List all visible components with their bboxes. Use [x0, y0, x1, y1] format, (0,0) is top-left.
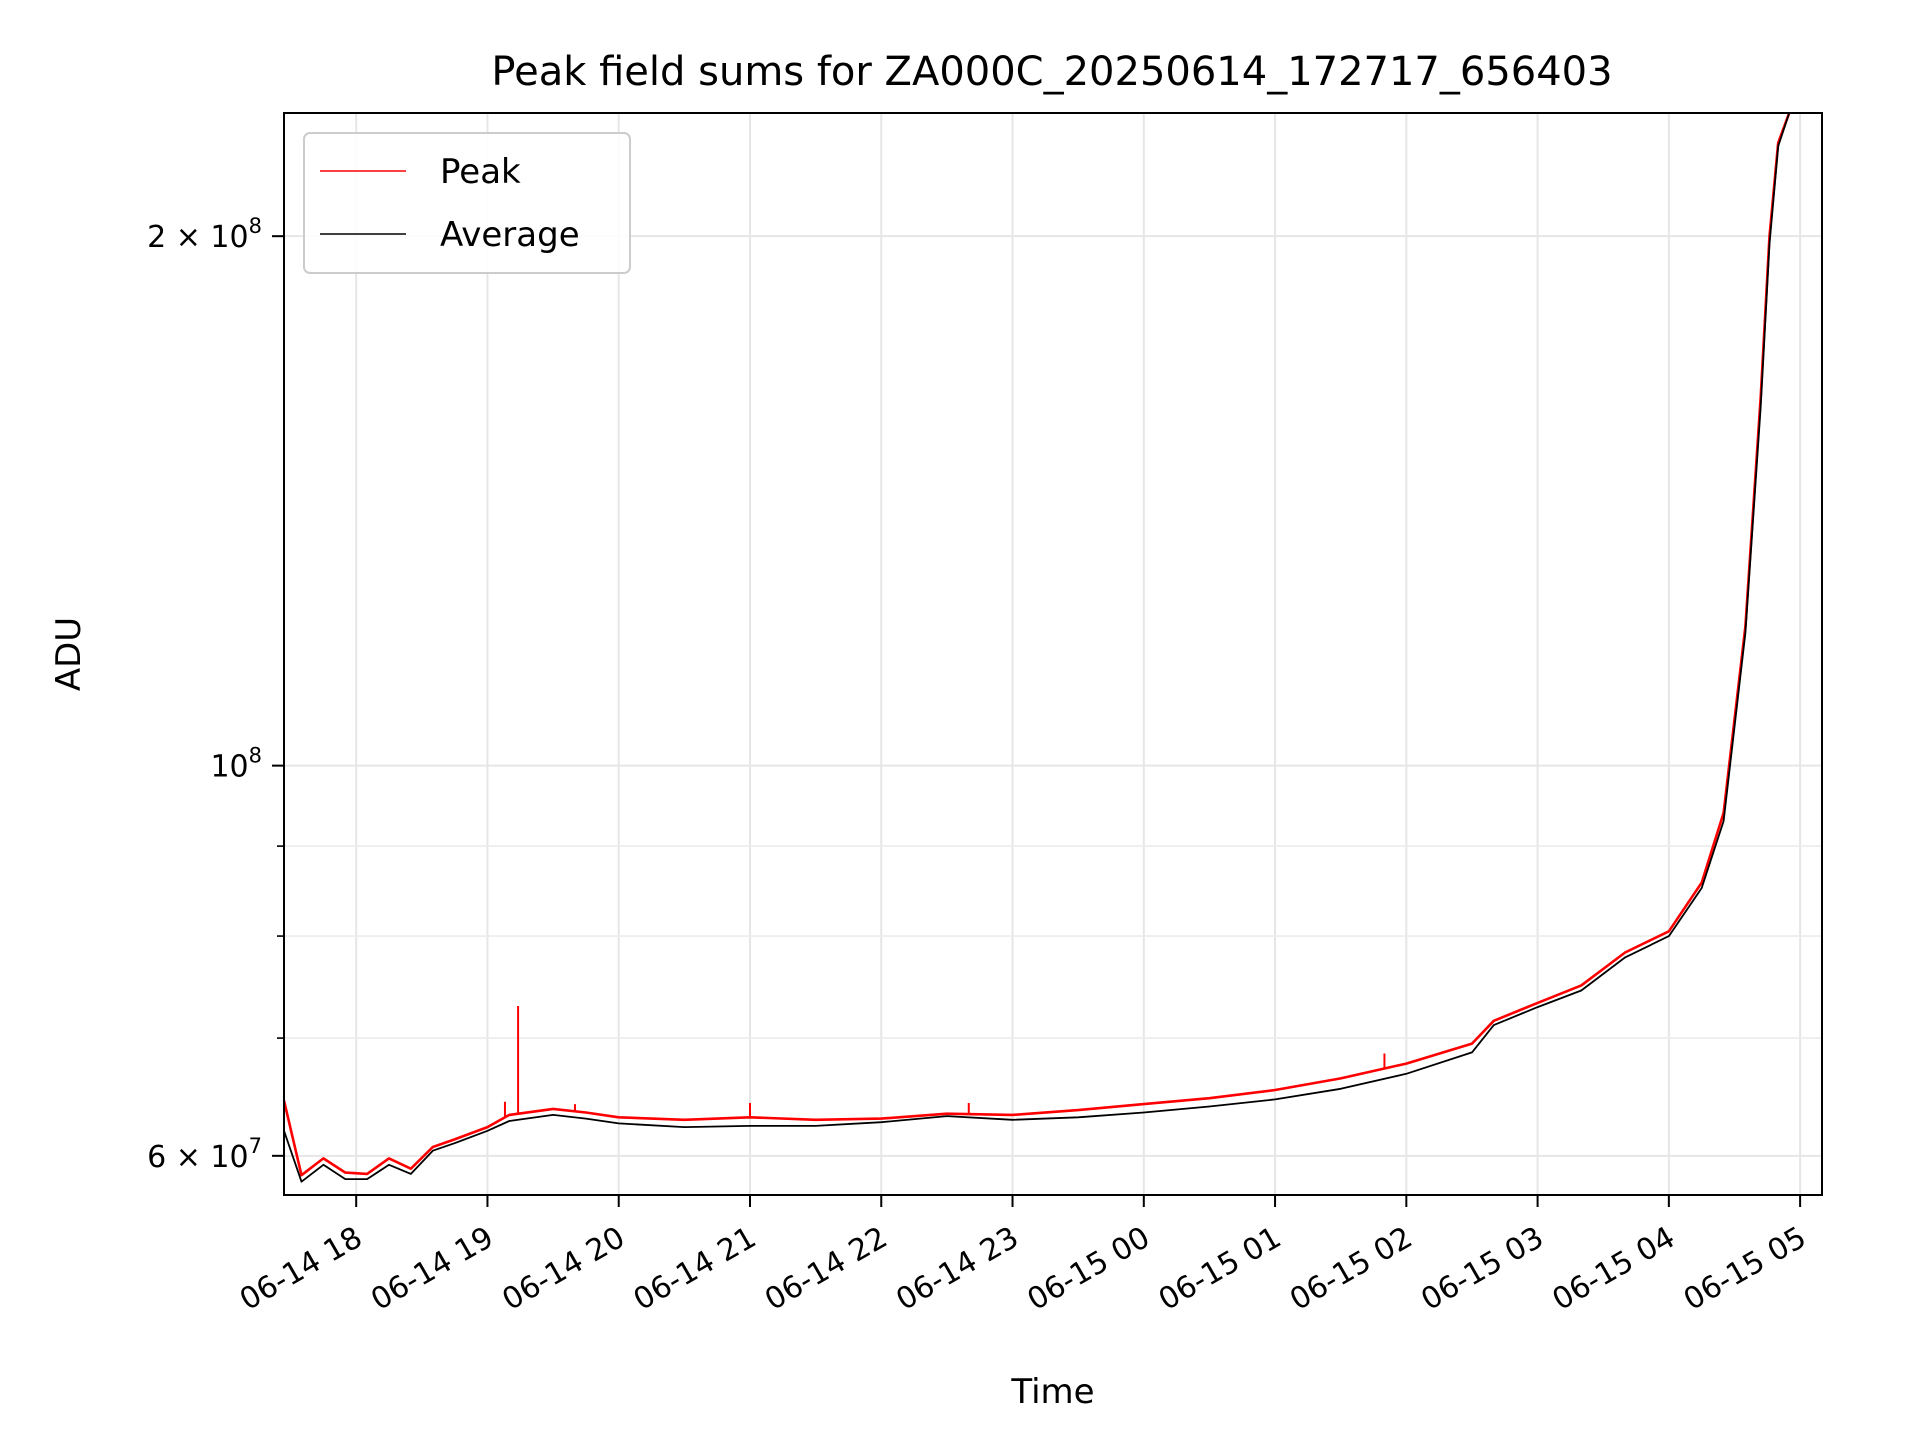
x-tick-label-06-14-18: 06-14 18 [234, 1220, 368, 1318]
y-tick-label-0: 6 × 107 [147, 1134, 262, 1175]
legend-box [303, 132, 631, 274]
chart-title: Peak field sums for ZA000C_20250614_1727… [491, 49, 1612, 95]
y-axis-label: ADU [49, 617, 89, 691]
x-tick-label-06-15-01: 06-15 01 [1153, 1220, 1287, 1318]
x-tick-label-06-14-23: 06-14 23 [890, 1220, 1024, 1318]
legend: Peak Average [303, 132, 631, 274]
legend-label-peak: Peak [440, 152, 521, 192]
series-line-peak [282, 112, 1791, 1177]
x-tick-label-06-14-19: 06-14 19 [365, 1220, 499, 1318]
y-axis: 6 × 107 108 2 × 108 [147, 214, 284, 1175]
x-tick-label-06-15-05: 06-15 05 [1678, 1220, 1812, 1318]
x-tick-label-06-15-04: 06-15 04 [1547, 1220, 1681, 1318]
x-tick-label-06-14-22: 06-14 22 [759, 1220, 893, 1318]
x-tick-label-06-15-03: 06-15 03 [1415, 1220, 1549, 1318]
y-tick-label-2: 2 × 108 [147, 214, 262, 255]
x-tick-label-06-14-20: 06-14 20 [497, 1220, 631, 1318]
x-tick-label-06-14-21: 06-14 21 [628, 1220, 762, 1318]
plot-frame [283, 112, 1823, 1196]
series-line-average [283, 112, 1791, 1183]
x-tick-label-06-15-02: 06-15 02 [1284, 1220, 1418, 1318]
series-layer [282, 112, 1791, 1183]
legend-label-average: Average [440, 215, 580, 255]
x-tick-label-06-15-00: 06-15 00 [1022, 1220, 1156, 1318]
x-axis-label: Time [1010, 1372, 1094, 1412]
grid [284, 113, 1822, 1195]
y-tick-label-1: 108 [210, 744, 262, 785]
